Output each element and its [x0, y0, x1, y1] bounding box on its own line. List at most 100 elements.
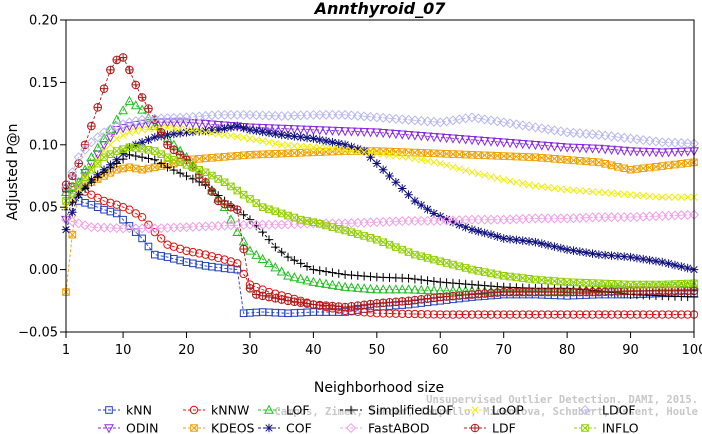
- data-point-odin: [276, 124, 287, 134]
- data-point-simplifiedlof: [429, 277, 439, 286]
- data-point-cof: [670, 260, 680, 270]
- data-point-ldof: [359, 111, 370, 122]
- data-point-simplifiedlof: [404, 274, 413, 283]
- data-point-knn: [119, 215, 127, 224]
- data-point-knnw: [131, 209, 140, 218]
- data-point-ldf: [99, 84, 109, 93]
- data-point-ldof: [638, 135, 649, 146]
- data-point-cof: [277, 130, 286, 140]
- data-point-loop: [119, 131, 127, 140]
- legend-label: COF: [286, 421, 312, 434]
- data-point-cof: [334, 139, 344, 148]
- data-point-lof: [403, 284, 414, 294]
- data-point-odin: [587, 144, 598, 154]
- data-point-odin: [397, 130, 408, 140]
- data-point-loop: [506, 177, 514, 185]
- data-point-ldf: [175, 150, 185, 160]
- data-point-knnw: [144, 220, 153, 229]
- data-point-knnw: [398, 309, 407, 318]
- data-point-odin: [378, 129, 389, 139]
- data-point-cof: [474, 227, 483, 236]
- series-line-fastabod: [65, 214, 695, 229]
- data-point-knnw: [436, 310, 445, 319]
- data-point-ldof: [587, 129, 598, 140]
- data-point-knn: [131, 228, 140, 236]
- data-point-odin: [143, 119, 154, 129]
- data-point-odin: [460, 135, 471, 145]
- data-point-kdeos: [68, 230, 77, 239]
- legend-item-cof: COF: [258, 421, 312, 434]
- data-point-knnw: [499, 310, 508, 319]
- data-point-loop: [214, 130, 222, 138]
- y-tick-label: 0.15: [29, 76, 58, 91]
- data-point-ldf: [201, 177, 210, 187]
- data-point-ldf: [93, 103, 103, 112]
- data-point-kdeos: [626, 165, 635, 174]
- data-point-odin: [181, 118, 192, 128]
- data-point-odin: [124, 122, 135, 132]
- data-point-loop: [163, 123, 172, 131]
- data-point-knnw: [493, 310, 502, 319]
- data-point-odin: [663, 148, 674, 158]
- data-point-simplifiedlof: [112, 159, 122, 168]
- data-point-odin: [175, 118, 186, 128]
- data-point-odin: [511, 139, 522, 149]
- data-point-simplifiedlof: [423, 276, 432, 285]
- data-point-ldf: [232, 205, 242, 214]
- data-point-odin: [346, 127, 357, 137]
- data-point-loop: [652, 193, 660, 201]
- y-axis: −0.05 0.00 0.05 0.10 0.15 0.20: [18, 14, 66, 341]
- data-point-cof: [581, 248, 591, 257]
- data-point-cof: [201, 126, 210, 136]
- data-point-loop: [138, 126, 146, 134]
- data-point-simplifiedlof: [131, 151, 141, 161]
- data-point-ldof: [384, 113, 395, 124]
- data-point-knn: [112, 209, 121, 218]
- data-point-loop: [398, 152, 406, 161]
- data-point-odin: [321, 126, 332, 136]
- series-line-ldof: [65, 114, 695, 188]
- data-point-lof: [333, 280, 344, 290]
- data-point-cof: [290, 132, 299, 141]
- data-point-odin: [371, 128, 382, 138]
- data-point-cof: [651, 256, 661, 266]
- data-point-simplifiedlof: [169, 165, 179, 175]
- data-point-odin: [409, 131, 420, 141]
- data-point-knnw: [474, 310, 483, 319]
- data-point-loop: [417, 156, 425, 164]
- data-point-ldof: [244, 109, 255, 120]
- data-point-ldof: [67, 167, 78, 178]
- data-point-knnw: [150, 227, 160, 237]
- data-point-ldf: [169, 145, 179, 155]
- legend-swatch-marker: [345, 422, 357, 434]
- data-point-knnw: [620, 310, 629, 319]
- data-point-odin: [441, 134, 452, 144]
- chart-title: Annthyroid_07: [313, 0, 447, 18]
- data-point-lof: [257, 253, 268, 263]
- data-point-loop: [290, 142, 299, 150]
- data-point-knnw: [461, 310, 470, 319]
- data-point-cof: [442, 214, 451, 224]
- data-point-cof: [531, 237, 540, 247]
- data-point-inflo: [119, 145, 127, 153]
- data-point-knnw: [429, 310, 439, 319]
- y-tick-label: 0.10: [29, 138, 58, 153]
- legend: kNN kNNW LOF SimplifiedLOF LoOP LDOF ODIN KDEOS…: [98, 403, 639, 434]
- legend-swatch-marker: [581, 424, 589, 432]
- data-point-knnw: [518, 310, 527, 319]
- data-point-knnw: [639, 310, 648, 319]
- legend-item-kdeos: KDEOS: [183, 421, 255, 434]
- data-point-cof: [188, 127, 198, 137]
- data-point-ldf: [156, 128, 166, 137]
- data-point-cof: [613, 251, 623, 261]
- data-point-kdeos: [658, 162, 667, 170]
- data-point-lof: [422, 284, 433, 295]
- data-point-simplifiedlof: [144, 154, 153, 163]
- data-point-knnw: [594, 310, 604, 319]
- data-point-lof: [276, 266, 287, 276]
- plot-frame: [65, 19, 695, 333]
- data-point-ldof: [397, 114, 408, 125]
- data-point-knnw: [569, 310, 578, 319]
- data-point-knnw: [417, 309, 426, 319]
